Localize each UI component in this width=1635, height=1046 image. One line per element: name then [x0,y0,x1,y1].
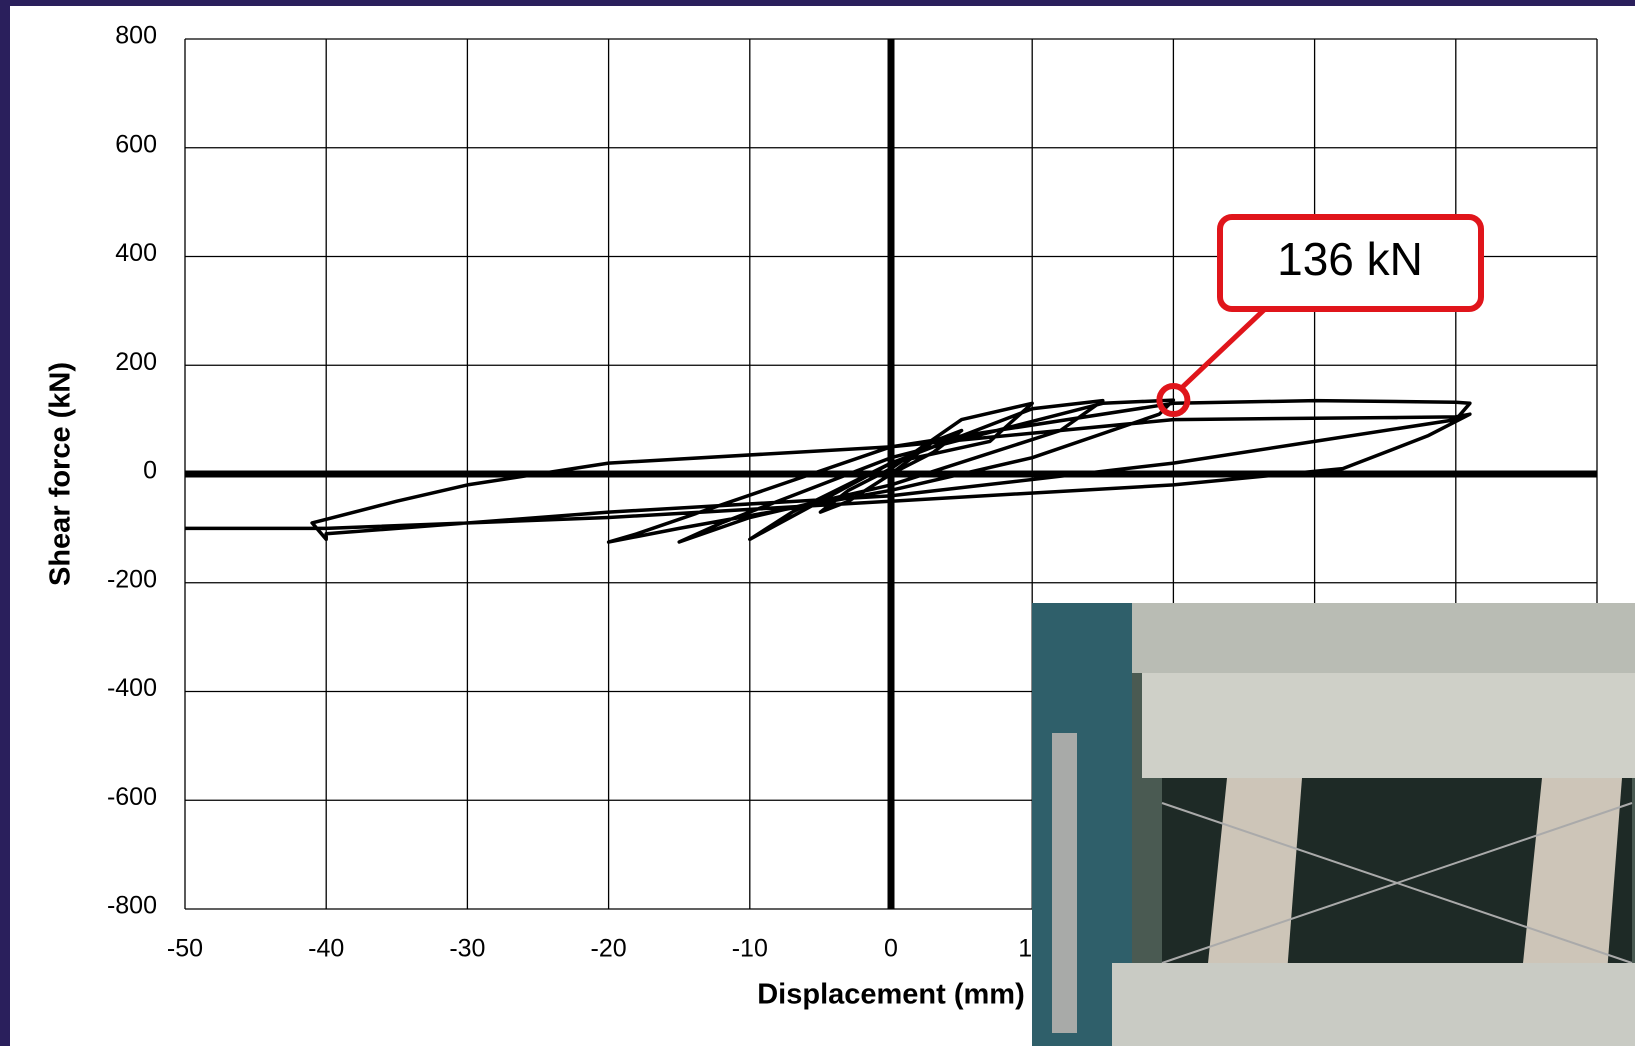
x-tick-label: -30 [449,935,485,963]
x-tick-label: -50 [167,935,203,963]
y-tick-label: 0 [143,457,157,485]
y-tick-label: 400 [115,239,157,267]
steel-frame [1052,733,1077,1033]
y-axis-title: Shear force (kN) [45,362,77,586]
top-beam [1132,603,1635,673]
x-tick-label: -20 [591,935,627,963]
callout-pointer [1181,309,1265,388]
beam-grid [1142,673,1635,778]
x-tick-label: -10 [732,935,768,963]
y-tick-label: 800 [115,22,157,50]
annotation-text: 136 kN [1277,233,1423,285]
slide: Displacement (mm) Shear force (kN) -800-… [0,0,1635,1046]
specimen-photo [1032,603,1635,1046]
y-tick-label: 200 [115,348,157,376]
y-tick-label: -400 [107,674,157,702]
x-tick-label: -40 [308,935,344,963]
base-beam [1112,963,1635,1046]
x-tick-label: 0 [884,935,898,963]
y-tick-label: 600 [115,130,157,158]
x-axis-title: Displacement (mm) [757,979,1025,1011]
y-tick-label: -200 [107,565,157,593]
y-tick-label: -600 [107,783,157,811]
y-tick-label: -800 [107,892,157,920]
